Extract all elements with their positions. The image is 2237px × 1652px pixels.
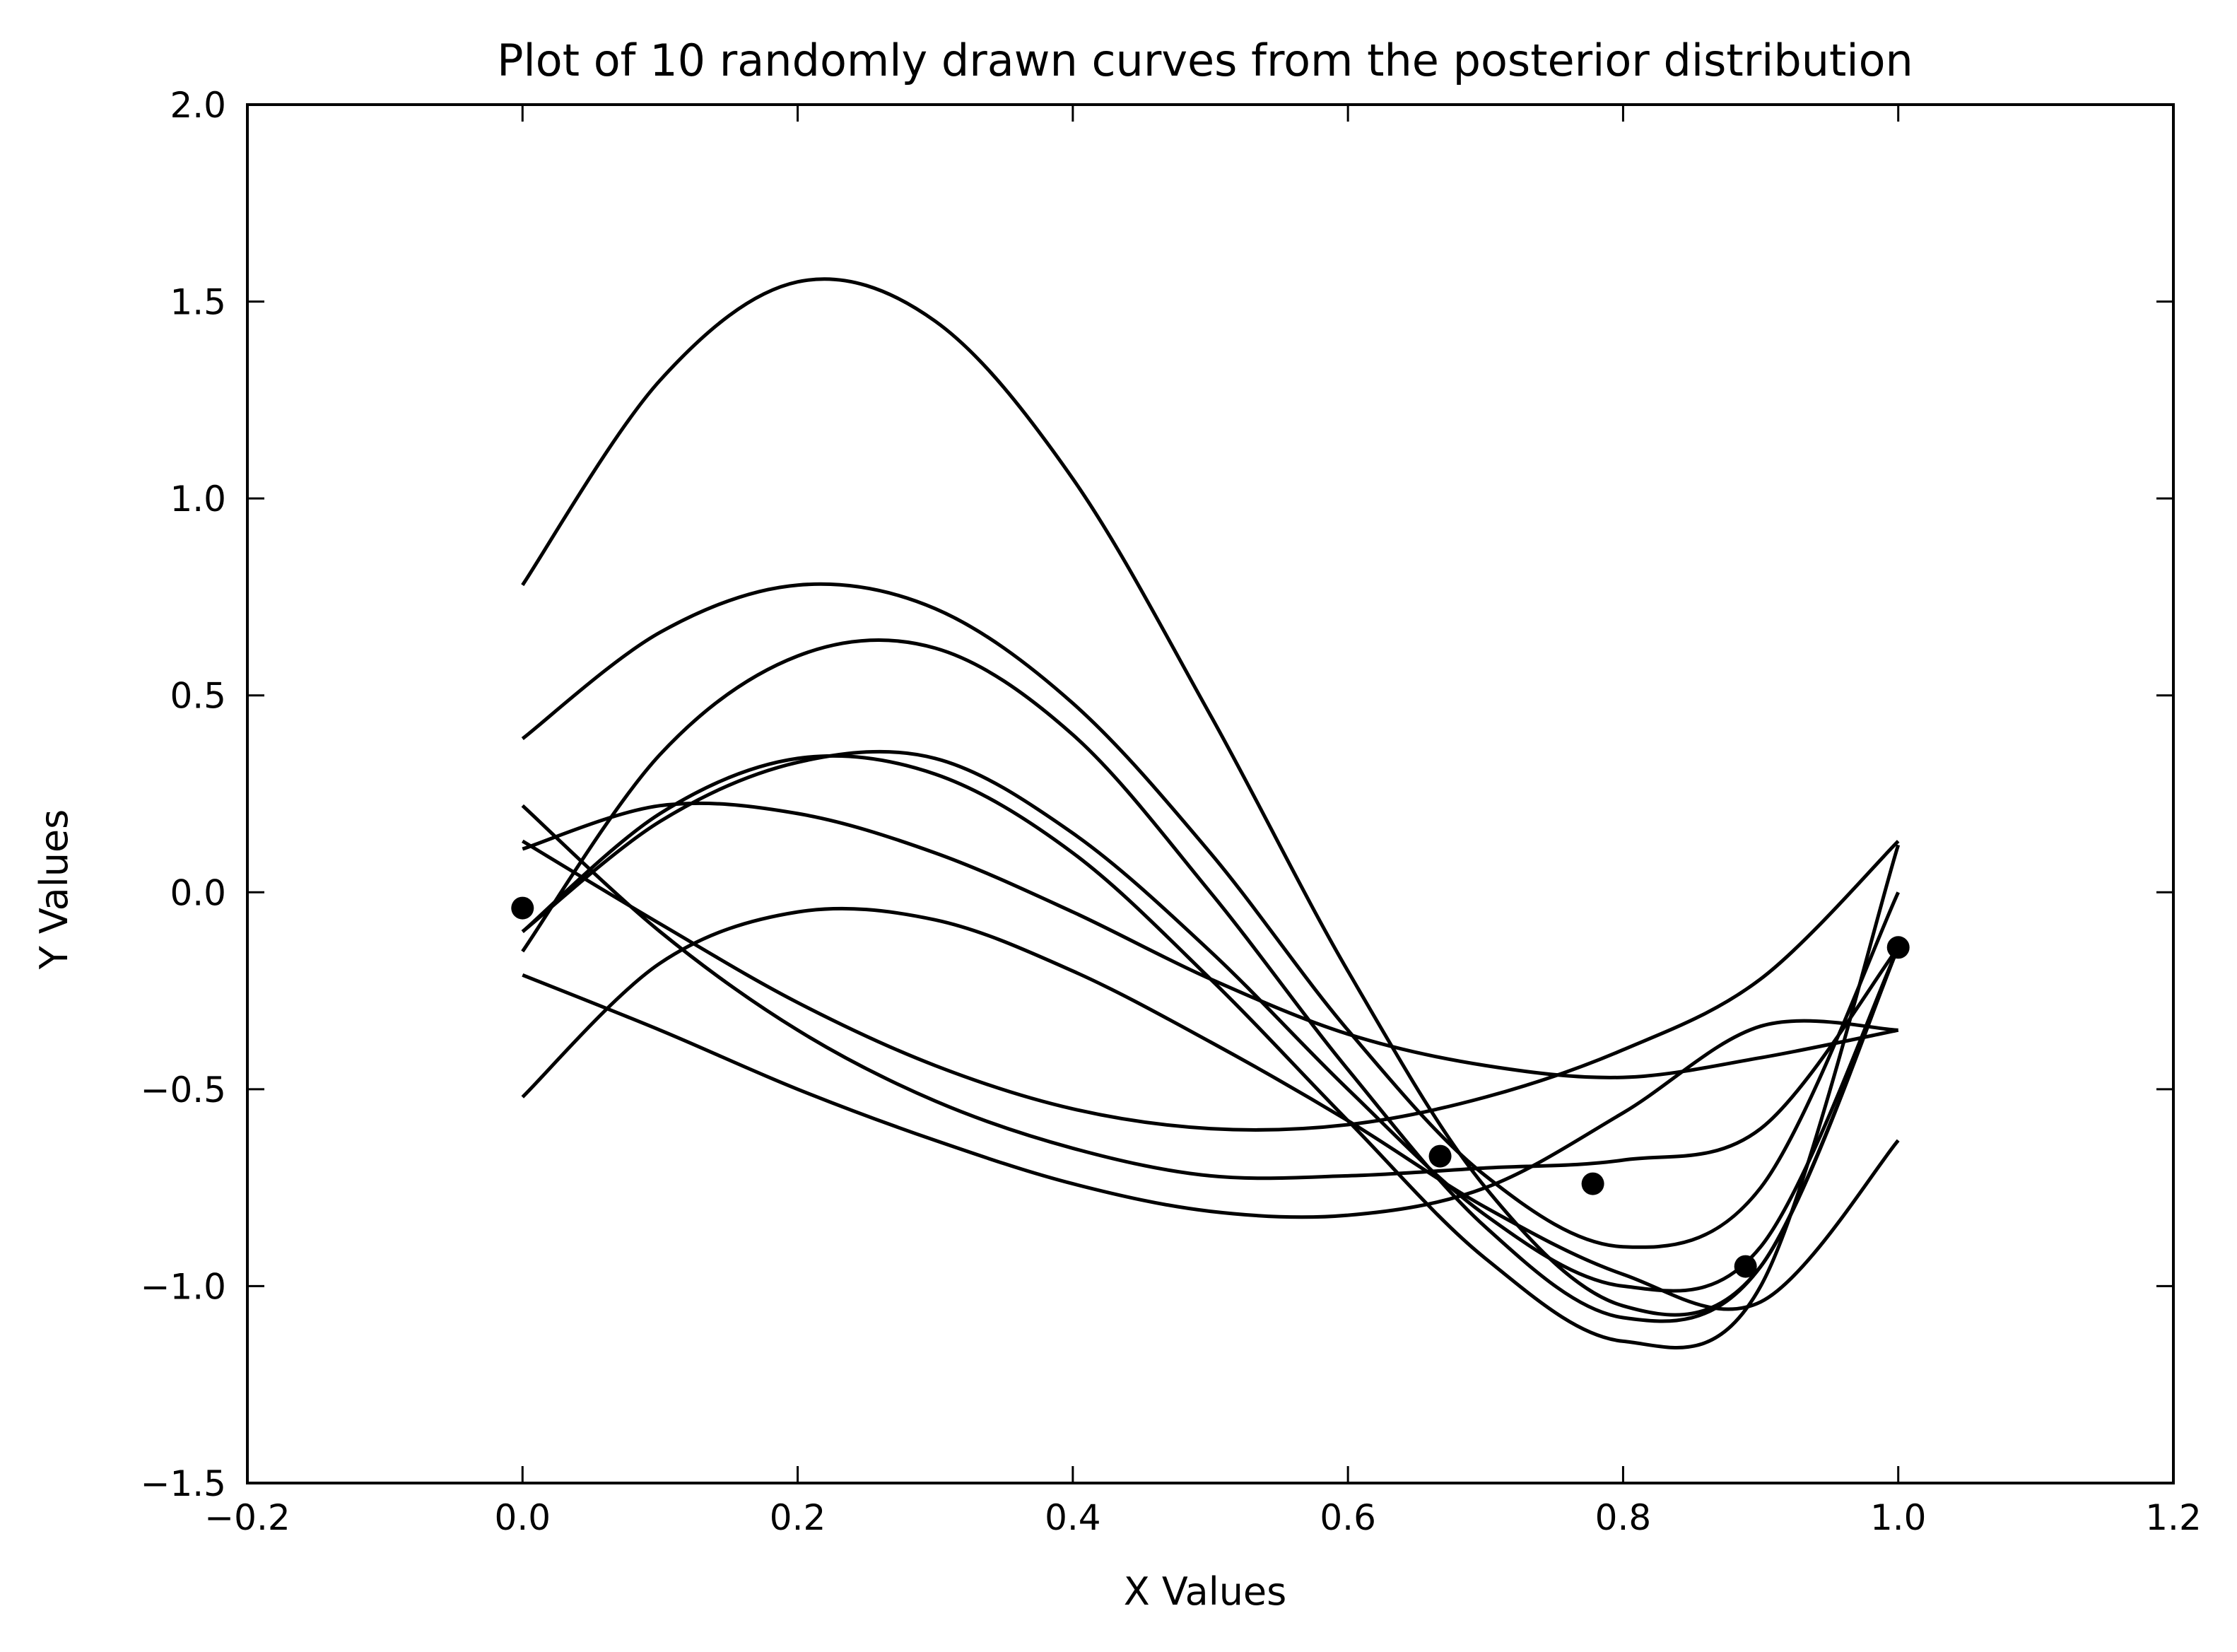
posterior-curve-9 <box>522 973 1898 1219</box>
x-tick-label-6: 1.0 <box>1870 1497 1927 1538</box>
posterior-curve-4 <box>521 749 1900 1293</box>
posterior-curve-3 <box>521 638 1900 1323</box>
plot-frame <box>246 103 2175 1484</box>
data-point-4 <box>1734 1255 1757 1278</box>
y-tick-label-3: 0.0 <box>170 872 226 913</box>
curves-group <box>521 277 1901 1349</box>
posterior-curve-1 <box>521 277 1900 1317</box>
y-tick-label-5: 1.0 <box>170 479 226 520</box>
chart-title: Plot of 10 randomly drawn curves from th… <box>497 35 1913 86</box>
posterior-curve-6 <box>522 801 1899 1079</box>
y-tick-label-4: 0.5 <box>170 676 226 717</box>
x-axis-label: X Values <box>1124 1569 1287 1614</box>
x-tick-label-2: 0.2 <box>770 1497 826 1538</box>
posterior-curve-8 <box>521 804 1900 1181</box>
data-point-1 <box>511 896 534 920</box>
x-tick-label-4: 0.6 <box>1320 1497 1376 1538</box>
x-tick-label-0: −0.2 <box>204 1497 290 1538</box>
posterior-curve-5 <box>521 754 1901 1349</box>
posterior-curve-7 <box>522 839 1900 1132</box>
x-tick-label-5: 0.8 <box>1595 1497 1652 1538</box>
x-tick-label-7: 1.2 <box>2145 1497 2202 1538</box>
y-axis-label: Y Values <box>32 809 76 971</box>
data-point-2 <box>1428 1144 1452 1168</box>
posterior-curve-10 <box>521 906 1900 1311</box>
ticks-group: −0.2 0.0 0.2 0.4 0.6 0.8 1.0 1.2 −1.5 −1.0 −0.5 0.0… <box>141 85 2202 1538</box>
y-tick-label-2: −0.5 <box>141 1070 226 1111</box>
y-tick-label-1: −1.0 <box>141 1266 226 1307</box>
y-tick-label-6: 1.5 <box>170 282 226 323</box>
posterior-curve-2 <box>521 582 1900 1249</box>
x-tick-label-3: 0.4 <box>1045 1497 1101 1538</box>
x-tick-label-1: 0.0 <box>495 1497 551 1538</box>
y-tick-label-7: 2.0 <box>170 85 226 126</box>
y-tick-label-0: −1.5 <box>141 1463 226 1504</box>
data-point-5 <box>1886 936 1910 959</box>
data-point-3 <box>1581 1172 1604 1195</box>
observations-group <box>511 896 1910 1278</box>
